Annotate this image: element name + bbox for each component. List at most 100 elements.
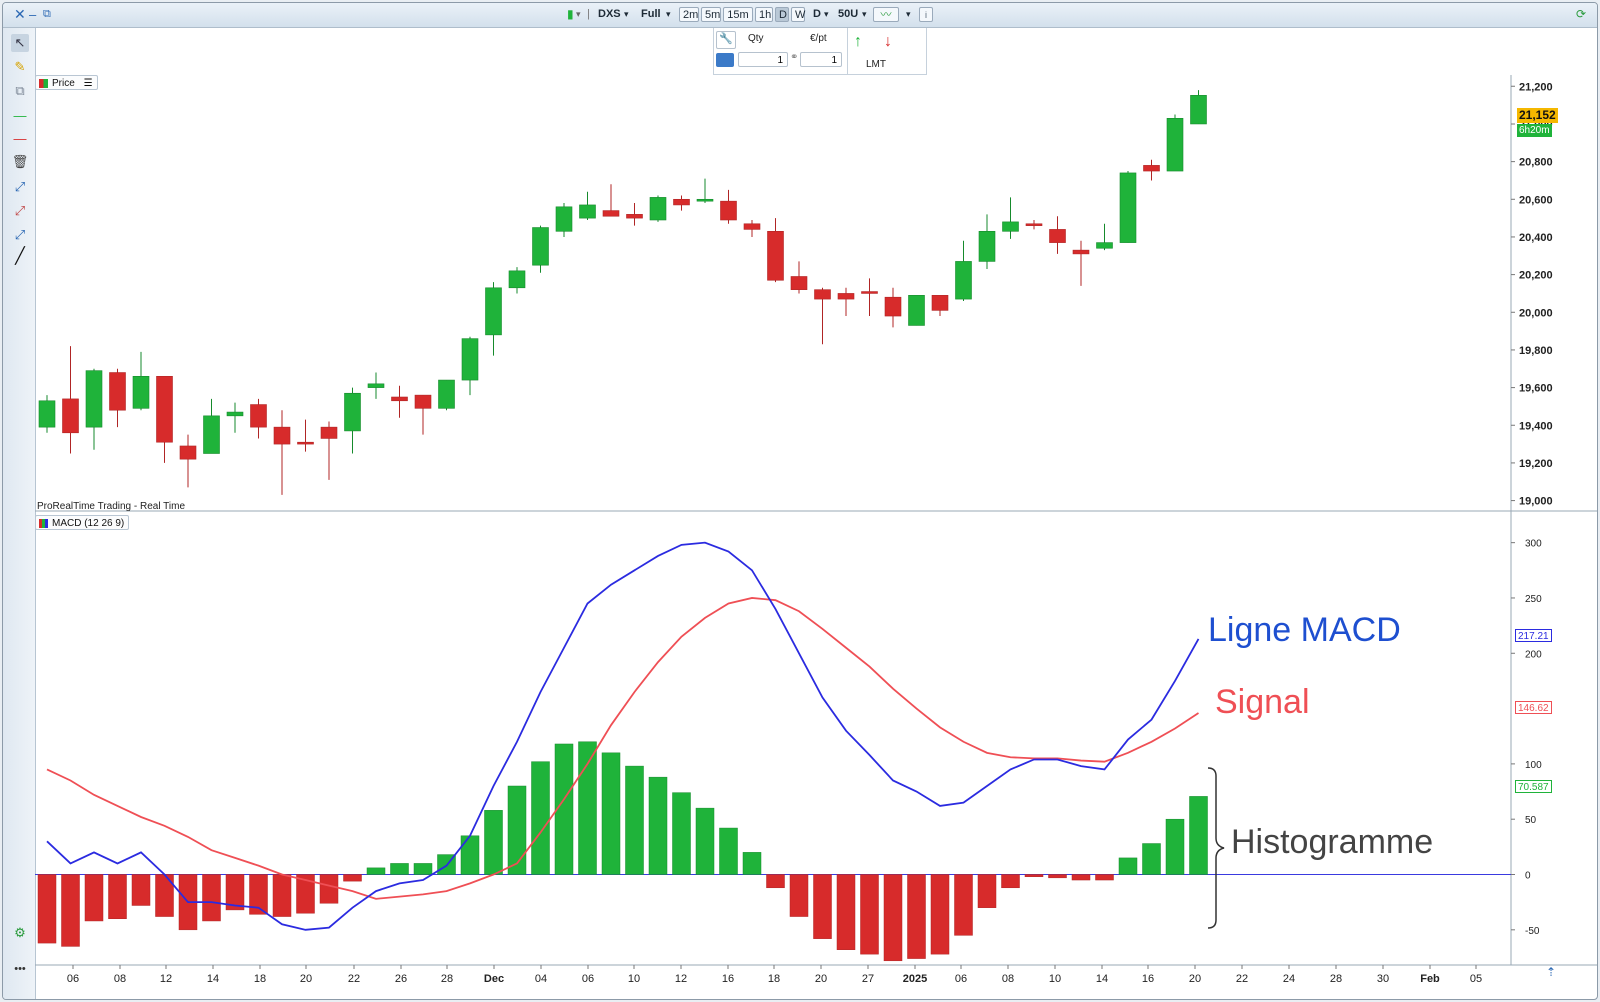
date-tick-label: 10: [1049, 973, 1061, 985]
order-ticket: 🔧 Qty 1 ⚭ €/pt 1 ↑ ↓ LMT: [713, 28, 927, 75]
histogram-bar: [507, 785, 527, 875]
date-tick-label: 06: [67, 973, 79, 985]
list-icon[interactable]: ☰: [83, 78, 93, 89]
macd-line: [46, 541, 1200, 931]
detach-icon[interactable]: ⧉: [43, 8, 51, 20]
qty-input[interactable]: 1: [738, 52, 788, 67]
histogram-bar: [1095, 874, 1114, 881]
candle-body: [203, 415, 220, 454]
date-tick-label: 18: [768, 973, 780, 985]
histogram-bar: [766, 874, 785, 889]
chevron-down-icon[interactable]: ▾: [906, 9, 911, 19]
line-tool-icon[interactable]: ╱: [15, 248, 25, 265]
units-selector[interactable]: 50U: [838, 8, 859, 20]
histogram-bar: [296, 874, 315, 914]
candle-body: [1143, 165, 1160, 172]
candle-body: [579, 204, 596, 219]
display-mode-selector[interactable]: Full: [641, 8, 661, 20]
period-selector[interactable]: D: [813, 8, 821, 20]
candle-body: [1049, 229, 1066, 243]
candle-body: [955, 261, 972, 300]
chevron-down-icon: ▾: [862, 9, 867, 19]
indicators-icon[interactable]: 〰: [873, 7, 899, 22]
macd-legend-label: MACD (12 26 9): [52, 518, 125, 529]
date-tick-label: 27: [862, 973, 874, 985]
interval-d[interactable]: D: [775, 7, 789, 22]
wrench-icon[interactable]: 🔧: [716, 31, 736, 49]
histogram-bar: [1189, 796, 1208, 875]
add-zone-icon[interactable]: ⤢: [14, 203, 26, 218]
histogram-bar: [860, 874, 879, 955]
macd-tick-label: 250: [1525, 594, 1542, 605]
candle-body: [109, 372, 126, 411]
date-tick-label: 12: [160, 973, 172, 985]
horizontal-line-red-icon[interactable]: —: [13, 131, 27, 146]
trash-icon[interactable]: 🗑: [11, 154, 29, 169]
candle-body: [179, 445, 197, 460]
chart-canvas: 19,000 19,200 19,400 19,600 19,800 20,000 20,2…: [35, 75, 1597, 985]
date-tick-label: 06: [955, 973, 967, 985]
candle-body: [696, 198, 714, 202]
macd-legend[interactable]: MACD (12 26 9): [35, 515, 130, 530]
keypad-icon[interactable]: [716, 53, 734, 67]
date-tick-label: 28: [441, 973, 453, 985]
candle-body: [297, 441, 314, 445]
price-tick-label: 20,200: [1519, 270, 1553, 282]
sync-icon[interactable]: ⟳: [1576, 7, 1587, 21]
minimize-icon[interactable]: –: [29, 7, 37, 22]
histogram-bar: [578, 741, 597, 875]
interval-2m[interactable]: 2m: [679, 7, 699, 22]
candle-body: [1190, 95, 1207, 125]
price-per-point-input[interactable]: 1: [800, 52, 842, 67]
settings-icon[interactable]: ⚙: [14, 925, 26, 940]
magic-pencil-icon[interactable]: ✎: [14, 59, 26, 74]
interval-15m[interactable]: 15m: [723, 7, 753, 22]
histogram-bar: [84, 874, 104, 922]
sell-arrow-icon[interactable]: ↓: [884, 33, 892, 50]
price-panel: [35, 75, 1597, 966]
scroll-end-icon[interactable]: ⇡: [1546, 965, 1557, 979]
horizontal-line-green-icon[interactable]: —: [13, 108, 27, 123]
histogram-bar: [625, 765, 644, 875]
close-icon[interactable]: ✕: [14, 6, 26, 22]
histogram-bar: [1118, 857, 1138, 875]
divider: [847, 28, 848, 74]
interval-w[interactable]: W: [791, 7, 805, 22]
candle-body: [38, 400, 56, 428]
candle-body: [532, 227, 549, 266]
macd-value-tag: 217.21: [1515, 629, 1552, 642]
buy-arrow-icon[interactable]: ↑: [854, 33, 862, 50]
add-trend-icon[interactable]: ⤢: [14, 227, 26, 242]
interval-1h[interactable]: 1h: [755, 7, 773, 22]
histogram-bar: [1165, 818, 1185, 875]
candle-body: [344, 392, 361, 432]
price-tick-label: 19,800: [1519, 345, 1553, 357]
info-icon[interactable]: i: [919, 7, 933, 22]
histogram-bar: [366, 867, 386, 875]
histogram-bar: [131, 874, 151, 906]
copy-icon[interactable]: ⧉: [15, 83, 25, 98]
price-tick-label: 20,600: [1519, 194, 1553, 206]
interval-5m[interactable]: 5m: [701, 7, 721, 22]
chevron-down-icon: ▾: [624, 9, 629, 19]
histogram-bracket: [1207, 767, 1225, 929]
price-legend[interactable]: Price ☰: [35, 75, 98, 90]
price-tick-label: 19,600: [1519, 383, 1553, 395]
instrument-selector[interactable]: DXS: [598, 8, 621, 20]
more-icon[interactable]: •••: [14, 963, 26, 975]
candle-body: [1025, 223, 1043, 226]
histogram-bar: [883, 874, 903, 962]
chevron-down-icon[interactable]: ▾: [576, 9, 581, 19]
link-icon[interactable]: ⚭: [790, 52, 799, 63]
date-tick-label: 30: [1377, 973, 1389, 985]
pointer-icon[interactable]: ↖: [11, 34, 29, 52]
add-level-icon[interactable]: ⤢: [14, 179, 26, 194]
candle-body: [814, 289, 831, 300]
chart-type-icon[interactable]: ▮: [567, 7, 574, 21]
candle-body: [273, 426, 291, 445]
histogram-bar: [319, 874, 339, 904]
candle-body: [908, 295, 925, 326]
order-type-label[interactable]: LMT: [866, 59, 886, 70]
macd-line-annotation: Ligne MACD: [1208, 611, 1401, 649]
date-tick-label: Dec: [484, 973, 504, 985]
